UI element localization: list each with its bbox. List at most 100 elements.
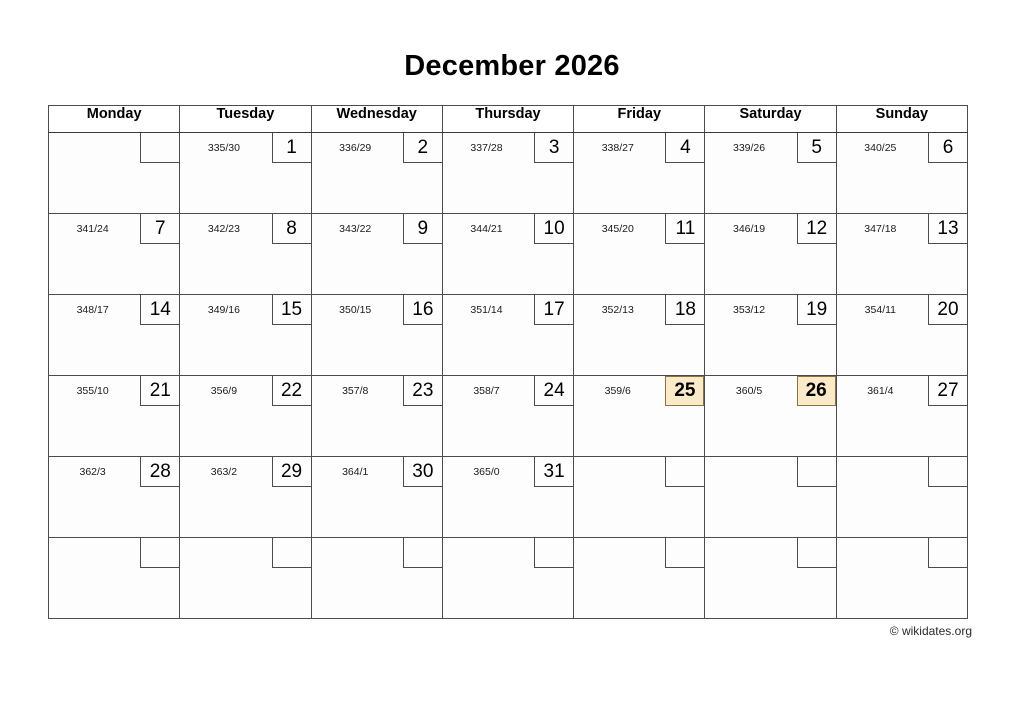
day-cell-notes-area[interactable] xyxy=(443,407,573,455)
day-cell-notes-area[interactable] xyxy=(312,407,442,455)
day-cell-notes-area[interactable] xyxy=(443,488,573,536)
day-cell-notes-area[interactable] xyxy=(180,407,310,455)
day-cell-notes-area[interactable] xyxy=(443,245,573,293)
day-number-box[interactable]: 28 xyxy=(140,457,180,487)
day-cell-notes-area[interactable] xyxy=(180,164,310,212)
day-number-box[interactable]: 19 xyxy=(796,295,836,325)
day-cell-notes-area[interactable] xyxy=(837,488,967,536)
calendar-day-cell[interactable] xyxy=(47,537,181,619)
day-cell-notes-area[interactable] xyxy=(180,245,310,293)
day-cell-notes-area[interactable] xyxy=(312,164,442,212)
day-cell-notes-area[interactable] xyxy=(49,407,179,455)
day-number-box[interactable]: 14 xyxy=(140,295,180,325)
day-cell-notes-area[interactable] xyxy=(443,569,573,617)
calendar-day-cell[interactable] xyxy=(835,456,969,538)
calendar-day-cell[interactable] xyxy=(835,537,969,619)
day-number-box[interactable]: 9 xyxy=(402,214,442,244)
calendar-day-cell[interactable]: 344/21 10 xyxy=(441,213,575,295)
day-cell-notes-area[interactable] xyxy=(574,326,704,374)
day-number-box[interactable]: 12 xyxy=(796,214,836,244)
day-cell-notes-area[interactable] xyxy=(49,164,179,212)
day-number-box[interactable]: 8 xyxy=(271,214,311,244)
calendar-day-cell[interactable]: 342/23 8 xyxy=(179,213,312,295)
day-number-box[interactable]: 11 xyxy=(665,214,705,244)
calendar-day-cell[interactable]: 349/16 15 xyxy=(179,294,312,376)
day-number-box[interactable]: 23 xyxy=(402,376,442,406)
calendar-day-cell[interactable]: 343/22 9 xyxy=(310,213,443,295)
day-number-box[interactable]: 29 xyxy=(271,457,311,487)
day-number-box[interactable]: 10 xyxy=(534,214,574,244)
calendar-day-cell[interactable] xyxy=(310,537,443,619)
calendar-day-cell[interactable]: 340/25 6 xyxy=(835,132,969,214)
day-cell-notes-area[interactable] xyxy=(705,569,835,617)
day-cell-notes-area[interactable] xyxy=(443,326,573,374)
calendar-day-cell[interactable] xyxy=(573,537,706,619)
day-number-box-holiday[interactable]: 25 xyxy=(665,376,705,406)
calendar-day-cell[interactable]: 364/1 30 xyxy=(310,456,443,538)
day-number-box[interactable]: 24 xyxy=(534,376,574,406)
day-cell-notes-area[interactable] xyxy=(837,245,967,293)
calendar-day-cell[interactable]: 359/6 25 xyxy=(573,375,706,457)
day-number-box[interactable]: 2 xyxy=(402,133,442,163)
day-cell-notes-area[interactable] xyxy=(574,407,704,455)
calendar-day-cell[interactable]: 353/12 19 xyxy=(704,294,837,376)
day-number-box[interactable]: 27 xyxy=(928,376,967,406)
calendar-day-cell[interactable]: 358/7 24 xyxy=(441,375,575,457)
day-number-box[interactable] xyxy=(271,538,311,568)
calendar-day-cell[interactable]: 351/14 17 xyxy=(441,294,575,376)
day-cell-notes-area[interactable] xyxy=(574,488,704,536)
day-cell-notes-area[interactable] xyxy=(837,326,967,374)
day-cell-notes-area[interactable] xyxy=(574,245,704,293)
calendar-day-cell[interactable] xyxy=(441,537,575,619)
day-cell-notes-area[interactable] xyxy=(574,569,704,617)
calendar-day-cell[interactable] xyxy=(573,456,706,538)
day-number-box[interactable] xyxy=(665,457,705,487)
day-number-box[interactable] xyxy=(796,457,836,487)
day-cell-notes-area[interactable] xyxy=(49,488,179,536)
calendar-day-cell[interactable]: 348/17 14 xyxy=(47,294,181,376)
day-cell-notes-area[interactable] xyxy=(180,326,310,374)
day-cell-notes-area[interactable] xyxy=(443,164,573,212)
day-cell-notes-area[interactable] xyxy=(180,488,310,536)
day-number-box[interactable]: 13 xyxy=(928,214,967,244)
day-number-box[interactable]: 18 xyxy=(665,295,705,325)
calendar-day-cell[interactable]: 337/28 3 xyxy=(441,132,575,214)
day-number-box[interactable]: 31 xyxy=(534,457,574,487)
calendar-day-cell[interactable]: 355/10 21 xyxy=(47,375,181,457)
day-cell-notes-area[interactable] xyxy=(705,407,835,455)
day-cell-notes-area[interactable] xyxy=(837,164,967,212)
calendar-day-cell[interactable]: 335/30 1 xyxy=(179,132,312,214)
day-cell-notes-area[interactable] xyxy=(312,569,442,617)
day-cell-notes-area[interactable] xyxy=(49,326,179,374)
calendar-day-cell[interactable]: 354/11 20 xyxy=(835,294,969,376)
calendar-day-cell[interactable]: 345/20 11 xyxy=(573,213,706,295)
day-number-box[interactable] xyxy=(140,133,180,163)
day-cell-notes-area[interactable] xyxy=(574,164,704,212)
day-number-box[interactable]: 7 xyxy=(140,214,180,244)
day-cell-notes-area[interactable] xyxy=(705,164,835,212)
calendar-day-cell[interactable]: 357/8 23 xyxy=(310,375,443,457)
day-number-box[interactable]: 4 xyxy=(665,133,705,163)
calendar-day-cell[interactable]: 339/26 5 xyxy=(704,132,837,214)
day-cell-notes-area[interactable] xyxy=(180,569,310,617)
day-cell-notes-area[interactable] xyxy=(837,407,967,455)
calendar-day-cell[interactable] xyxy=(47,132,181,214)
day-number-box[interactable]: 6 xyxy=(928,133,967,163)
day-number-box[interactable] xyxy=(928,457,967,487)
calendar-day-cell[interactable]: 347/18 13 xyxy=(835,213,969,295)
day-cell-notes-area[interactable] xyxy=(49,569,179,617)
calendar-day-cell[interactable]: 350/15 16 xyxy=(310,294,443,376)
calendar-day-cell[interactable]: 363/2 29 xyxy=(179,456,312,538)
calendar-day-cell[interactable]: 346/19 12 xyxy=(704,213,837,295)
day-number-box[interactable]: 15 xyxy=(271,295,311,325)
day-number-box[interactable] xyxy=(140,538,180,568)
day-number-box[interactable]: 16 xyxy=(402,295,442,325)
day-cell-notes-area[interactable] xyxy=(49,245,179,293)
day-number-box[interactable]: 30 xyxy=(402,457,442,487)
day-cell-notes-area[interactable] xyxy=(705,245,835,293)
day-number-box[interactable]: 17 xyxy=(534,295,574,325)
calendar-day-cell[interactable]: 338/27 4 xyxy=(573,132,706,214)
calendar-day-cell[interactable]: 365/0 31 xyxy=(441,456,575,538)
day-number-box[interactable]: 1 xyxy=(271,133,311,163)
day-cell-notes-area[interactable] xyxy=(312,245,442,293)
